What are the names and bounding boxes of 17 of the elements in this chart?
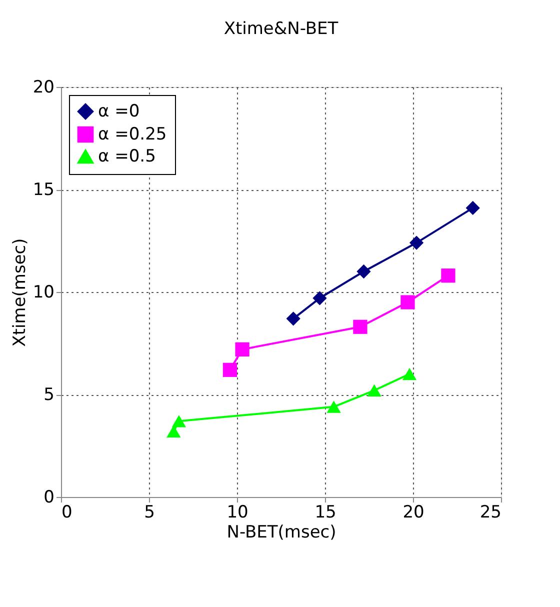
- chart-title: Xtime&N-BET: [224, 19, 339, 39]
- x-tick-label: 15: [314, 502, 336, 522]
- x-tick-label: 20: [402, 502, 424, 522]
- y-tick-label: 15: [32, 180, 54, 200]
- x-axis-title: N-BET(msec): [226, 522, 336, 542]
- y-tick-label: 0: [44, 488, 54, 508]
- x-tick-label: 25: [480, 502, 502, 522]
- y-tick-label: 20: [32, 78, 54, 98]
- x-tick-label: 10: [226, 502, 248, 522]
- legend-label: α =0.5: [98, 146, 156, 166]
- legend-label: α =0.25: [98, 124, 167, 144]
- x-tick-label: 0: [62, 502, 72, 522]
- y-axis-title: Xtime(msec): [10, 238, 30, 347]
- x-tick-label: 5: [144, 502, 155, 522]
- y-tick-label: 5: [44, 385, 54, 405]
- legend-label: α =0: [98, 102, 140, 122]
- y-tick-label: 10: [32, 282, 54, 302]
